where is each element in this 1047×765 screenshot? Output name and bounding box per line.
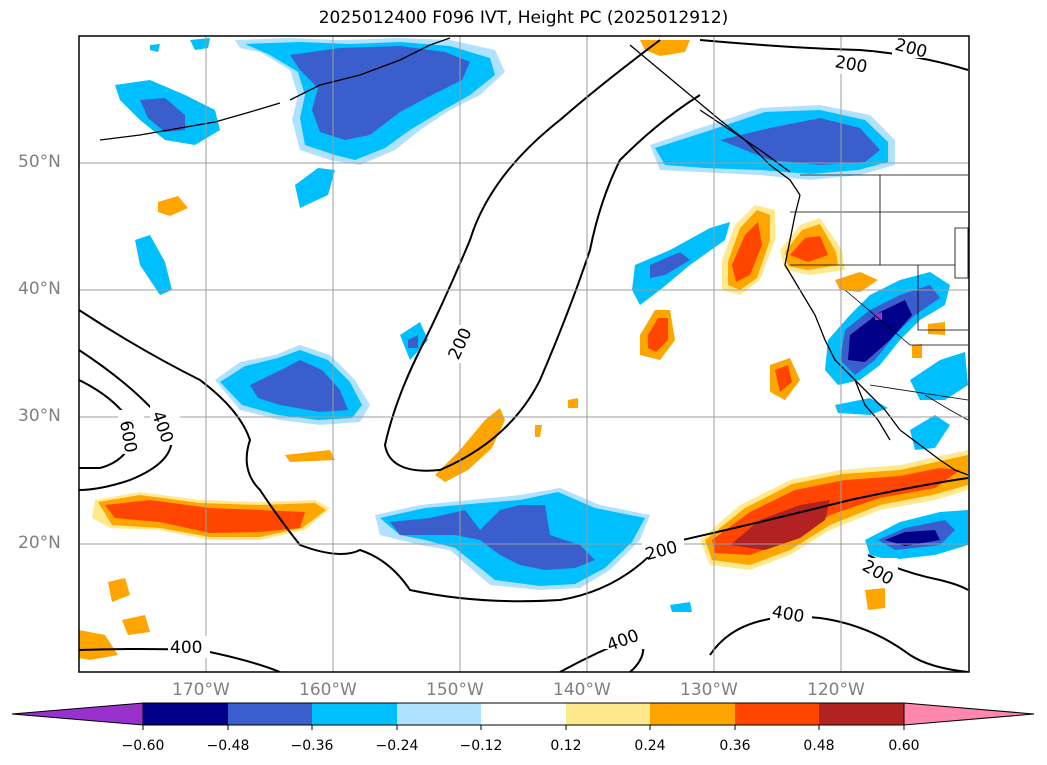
- colorbar-segment: [735, 703, 819, 725]
- colorbar-segment: [819, 703, 904, 725]
- anomaly-region: [408, 335, 418, 348]
- anomaly-region: [158, 196, 188, 216]
- colorbar-segment: [143, 703, 228, 725]
- colorbar-tick-label: 0.36: [719, 738, 751, 754]
- colorbar-tick-label: −0.60: [121, 738, 165, 754]
- lon-label: 140°W: [553, 680, 611, 700]
- anomaly-region: [670, 602, 692, 612]
- mexico-coast: [899, 429, 969, 476]
- anomaly-region: [875, 312, 882, 320]
- colorbar-segment: [312, 703, 397, 725]
- anomaly-region: [108, 578, 130, 602]
- colorbar-extend-low: [11, 702, 144, 726]
- colorbar-tick-label: −0.12: [459, 738, 503, 754]
- baja: [854, 379, 891, 441]
- anomaly-region: [105, 500, 305, 533]
- contour-400: [79, 349, 173, 491]
- contour-400-se2: [709, 615, 969, 672]
- aleutians: [99, 102, 281, 141]
- anomaly-region: [150, 44, 160, 52]
- anomaly-region: [295, 168, 335, 208]
- anomaly-region: [912, 344, 922, 358]
- colorbar-tick-label: −0.48: [206, 738, 250, 754]
- colorbar-extend-high: [903, 702, 1035, 726]
- alaska-coast: [289, 37, 451, 101]
- anomaly-region: [790, 236, 828, 262]
- colorbar-tick-label: 0.12: [550, 738, 582, 754]
- colorbar-tick-label: 0.60: [888, 738, 920, 754]
- lat-label: 20°N: [18, 533, 61, 553]
- anomaly-region: [928, 322, 945, 335]
- lon-label: 170°W: [172, 680, 230, 700]
- political-boundaries: [790, 174, 969, 421]
- bc-coast: [699, 109, 791, 173]
- colorbar-tick-label: 0.48: [803, 738, 835, 754]
- anomaly-region: [650, 252, 690, 278]
- lon-label: 130°W: [680, 680, 738, 700]
- anomaly-region: [885, 530, 940, 546]
- anomaly-region: [730, 500, 830, 550]
- anomaly-region: [285, 450, 335, 462]
- colorbar-segment: [228, 703, 312, 725]
- colorbar: [11, 702, 1035, 730]
- coastlines: [99, 37, 969, 476]
- positive-anomaly-regions: [79, 40, 968, 660]
- anomaly-region: [390, 505, 595, 570]
- contour-label: 400: [170, 638, 202, 658]
- anomaly-region: [648, 318, 668, 352]
- lon-label: 150°W: [426, 680, 484, 700]
- anomaly-region: [910, 415, 950, 450]
- anomaly-region: [835, 398, 888, 415]
- lon-label: 160°W: [299, 680, 357, 700]
- map-title: 2025012400 F096 IVT, Height PC (20250129…: [318, 8, 729, 28]
- anomaly-region: [122, 615, 150, 635]
- anomaly-region: [79, 630, 118, 660]
- anomaly-region: [732, 222, 762, 282]
- anomaly-region: [568, 398, 578, 408]
- anomaly-region: [290, 46, 470, 140]
- contour-200-north: [699, 39, 969, 71]
- colorbar-segment: [566, 703, 650, 725]
- anomaly-region: [775, 365, 792, 392]
- anomaly-region: [720, 118, 880, 165]
- anomaly-region: [910, 352, 968, 400]
- anomaly-region: [835, 272, 878, 292]
- us-west-coast: [784, 194, 901, 431]
- anomaly-region: [535, 425, 542, 437]
- colorbar-tick-label: −0.36: [290, 738, 334, 754]
- map-area: 200 200 200 600 400 200 200 400 400 400: [79, 36, 969, 672]
- negative-anomaly-regions: [115, 38, 968, 612]
- colorbar-segment: [650, 703, 735, 725]
- height-contours: [79, 39, 969, 672]
- anomaly-region: [190, 38, 210, 50]
- contour-200-tongue: [383, 39, 701, 472]
- lat-label: 50°N: [18, 152, 61, 172]
- lon-label: 120°W: [807, 680, 865, 700]
- alaska-panhandle: [629, 44, 801, 196]
- anomaly-region: [848, 300, 912, 362]
- anomaly-region: [250, 360, 348, 412]
- lat-label: 40°N: [18, 279, 61, 299]
- anomaly-region: [140, 98, 185, 132]
- colorbar-segment: [397, 703, 481, 725]
- map-frame: [78, 35, 970, 673]
- colorbar-tick-label: 0.24: [634, 738, 666, 754]
- anomaly-region: [640, 40, 690, 56]
- lat-label: 30°N: [18, 406, 61, 426]
- colorbar-segment: [481, 703, 566, 725]
- anomaly-region: [865, 588, 885, 610]
- colorbar-tick-label: −0.24: [375, 738, 419, 754]
- contour-200-west: [79, 309, 969, 603]
- anomaly-region: [135, 235, 172, 295]
